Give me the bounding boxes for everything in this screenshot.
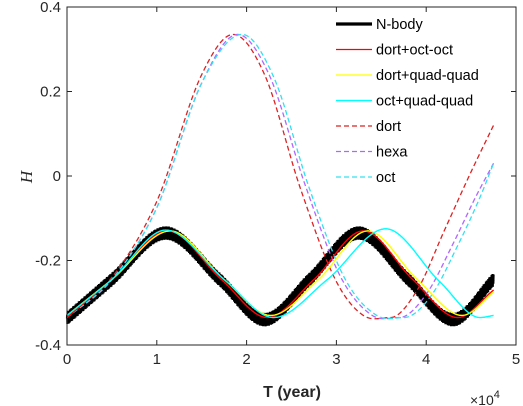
x-tick-label: 1 [153,351,161,368]
legend-label: dort+quad-quad [376,68,479,84]
y-tick-label: -0.4 [35,337,61,354]
series-line-overlay-3 [66,228,494,319]
plot-area [67,7,516,345]
legend-label: dort+oct-oct [376,43,453,59]
y-tick-label: -0.2 [35,253,61,270]
x-tick-label: 0 [63,351,71,368]
y-axis-label: H [17,169,36,184]
legend-label: oct+quad-quad [376,94,473,110]
legend-label: hexa [376,145,408,161]
x-tick-label: 3 [332,351,340,368]
legend-label: dort [376,119,401,135]
legend-label: N-body [376,17,423,33]
series-line-4 [66,33,495,320]
legend-label: oct [376,170,395,186]
axes-layer: 0 1 2 3 4 5 -0.4 -0.2 0 0.2 0.4 [35,0,520,368]
x-multiplier-base: ×10 [470,392,494,406]
x-multiplier-label: ×104 [470,389,500,406]
series-line-overlay-2 [66,230,494,317]
y-tick-label: 0.4 [40,0,61,16]
x-tick-label: 4 [422,351,430,368]
series-oscillation-0 [65,226,495,327]
x-tick-label: 2 [242,351,250,368]
x-axis-label: T (year) [263,384,321,401]
y-tick-label: 0 [53,168,61,185]
plot-background [67,7,516,345]
series-line-5 [66,33,495,320]
series-layer [65,33,495,327]
x-tick-label: 5 [512,351,520,368]
legend: N-body dort+oct-oct dort+quad-quad oct+quad… [336,17,479,186]
x-multiplier-exponent: 4 [494,389,500,401]
y-tick-label: 0.2 [40,84,61,101]
